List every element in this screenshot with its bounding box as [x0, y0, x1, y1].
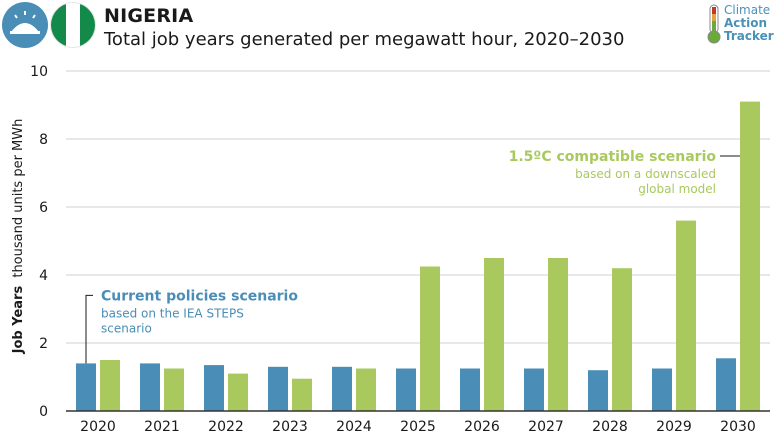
bar-compatible-2027 — [548, 258, 568, 411]
current-annotation-line-2: scenario — [101, 321, 152, 335]
y-tick-label: 10 — [30, 64, 48, 80]
bar-compatible-2026 — [484, 258, 504, 411]
x-tick-label: 2026 — [464, 419, 500, 435]
annotations: Current policies scenario based on the IE… — [85, 149, 740, 364]
bar-current-2025 — [396, 368, 416, 411]
current-annotation-line-1: based on the IEA STEPS — [101, 306, 244, 320]
energy-sector-icon — [2, 2, 48, 48]
x-tick-label: 2029 — [656, 419, 692, 435]
y-tick-label: 4 — [39, 268, 48, 284]
x-tick-label: 2023 — [272, 419, 308, 435]
x-tick-label: 2030 — [720, 419, 756, 435]
logo-line-3: Tracker — [724, 29, 774, 43]
bar-compatible-2022 — [228, 373, 248, 411]
header: NIGERIA Total job years generated per me… — [0, 0, 777, 60]
bar-compatible-2020 — [100, 360, 120, 411]
bar-compatible-2029 — [676, 220, 696, 411]
x-tick-label: 2025 — [400, 419, 436, 435]
thermometer-icon — [707, 4, 721, 44]
compatible-annotation-title: 1.5ºC compatible scenario — [509, 149, 717, 165]
page-title: NIGERIA — [104, 5, 194, 27]
y-tick-label: 6 — [39, 200, 48, 216]
compatible-annotation-line-1: based on a downscaled — [575, 167, 716, 181]
compatible-annotation-line-2: global model — [638, 182, 716, 196]
current-annotation-title: Current policies scenario — [101, 288, 298, 304]
bar-compatible-2021 — [164, 368, 184, 411]
climate-action-tracker-logo: Climate Action Tracker — [706, 2, 776, 46]
logo-line-1: Climate — [724, 3, 771, 17]
y-tick-label: 2 — [39, 336, 48, 352]
x-tick-label: 2020 — [80, 419, 116, 435]
x-tick-label: 2022 — [208, 419, 244, 435]
x-tick-label: 2021 — [144, 419, 180, 435]
page-subtitle: Total job years generated per megawatt h… — [104, 29, 625, 50]
bar-current-2029 — [652, 368, 672, 411]
nigeria-flag-icon — [50, 2, 96, 48]
bar-compatible-2028 — [612, 268, 632, 411]
bar-current-2028 — [588, 370, 608, 411]
x-tick-label: 2028 — [592, 419, 628, 435]
current-annotation-leader — [85, 294, 93, 364]
bar-current-2026 — [460, 368, 480, 411]
logo-line-2: Action — [724, 16, 768, 30]
x-tick-label: 2024 — [336, 419, 372, 435]
bar-current-2022 — [204, 365, 224, 411]
gridlines — [66, 70, 770, 344]
y-axis-label: Job Years thousand units per MWh — [11, 119, 26, 355]
y-tick-label: 0 — [39, 404, 48, 420]
bar-current-2024 — [332, 366, 352, 411]
bar-current-2021 — [140, 363, 160, 411]
bar-current-2023 — [268, 366, 288, 411]
bar-current-2020 — [76, 363, 96, 411]
bar-compatible-2023 — [292, 378, 312, 411]
bar-compatible-2025 — [420, 266, 440, 411]
bars — [76, 101, 760, 411]
bar-current-2027 — [524, 368, 544, 411]
bar-compatible-2024 — [356, 368, 376, 411]
y-tick-label: 8 — [39, 132, 48, 148]
bar-compatible-2030 — [740, 101, 760, 411]
bar-current-2030 — [716, 358, 736, 411]
x-tick-label: 2027 — [528, 419, 564, 435]
axes: 0 2 4 6 8 10 2020 2021 2022 2023 2024 2025 2026 2027 2… — [30, 64, 770, 435]
